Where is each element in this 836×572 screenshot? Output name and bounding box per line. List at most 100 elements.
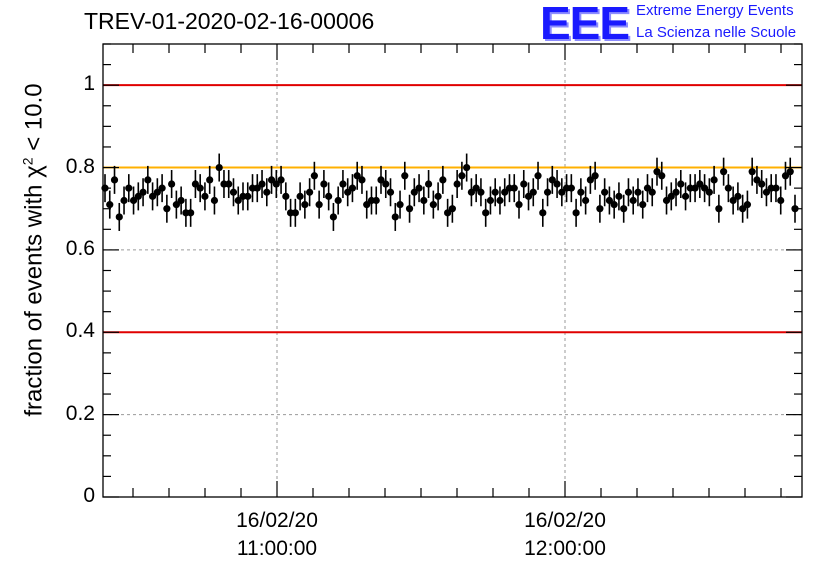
data-point (515, 201, 523, 209)
data-point (524, 192, 533, 200)
data-point (648, 188, 656, 196)
data-point (320, 180, 328, 188)
data-point (610, 201, 618, 209)
data-point (396, 201, 404, 209)
data-point (543, 188, 552, 196)
y-tick-label: 1 (83, 72, 95, 96)
data-point (643, 184, 652, 192)
data-point (129, 196, 138, 205)
logo-line-2: La Scienza nelle Scuole (636, 24, 797, 41)
data-point (144, 176, 152, 184)
data-point (229, 188, 238, 196)
data-point (277, 176, 285, 184)
data-point (501, 188, 509, 196)
data-point (125, 184, 133, 192)
data-point (386, 188, 395, 196)
y-tick-label: 0.6 (65, 236, 95, 260)
data-point (710, 176, 718, 184)
data-point (234, 196, 242, 205)
data-point (467, 188, 476, 196)
data-point (658, 172, 666, 180)
x-tick-date: 16/02/20 (524, 509, 606, 532)
data-point (215, 163, 223, 172)
data-point (496, 196, 504, 205)
data-point (429, 201, 437, 209)
data-point (724, 184, 732, 192)
data-point (296, 192, 304, 200)
data-point (486, 196, 495, 205)
data-point (258, 180, 266, 188)
data-point (439, 176, 447, 184)
y-axis-label-superscript: 2 (19, 157, 36, 166)
data-point (415, 184, 423, 192)
data-point (781, 172, 790, 180)
data-point (748, 168, 756, 176)
data-point (758, 180, 766, 188)
data-point (420, 196, 428, 205)
data-point (620, 205, 628, 213)
data-point (253, 184, 261, 192)
data-point (120, 196, 128, 205)
data-point (301, 201, 309, 209)
data-point (786, 168, 794, 176)
data-point (134, 192, 142, 200)
plot-frame (102, 43, 803, 498)
data-point (696, 180, 704, 188)
data-point (153, 188, 161, 196)
data-point (158, 184, 166, 192)
data-point (448, 205, 456, 213)
data-point (453, 180, 461, 188)
data-point (310, 172, 318, 180)
data-point (196, 184, 204, 192)
y-axis-label-text: fraction of events with χ (20, 165, 48, 417)
data-point (334, 196, 342, 205)
data-point (458, 172, 466, 180)
data-point (582, 196, 590, 205)
data-point (577, 188, 585, 196)
data-point (353, 172, 361, 180)
data-point (282, 192, 290, 200)
data-point (753, 176, 761, 184)
y-axis-label-suffix: < 10.0 (20, 83, 48, 158)
data-point (372, 196, 380, 205)
data-point (377, 176, 385, 184)
data-point (206, 176, 214, 184)
data-point (315, 201, 323, 209)
data-point (225, 180, 233, 188)
logo-line-1: Extreme Energy Events (636, 2, 794, 19)
data-point (477, 188, 485, 196)
y-tick-label: 0.8 (65, 154, 95, 178)
data-point (110, 176, 119, 184)
data-point (677, 180, 685, 188)
data-point (720, 168, 728, 176)
y-tick-label: 0 (83, 484, 95, 507)
data-point (163, 205, 171, 213)
data-point (539, 209, 547, 217)
data-point (491, 188, 499, 196)
data-point (272, 180, 280, 188)
data-point (605, 196, 614, 205)
data-point (348, 184, 357, 192)
data-point (672, 188, 680, 196)
data-point (596, 205, 604, 213)
data-point (244, 192, 252, 200)
data-point (510, 184, 518, 192)
x-tick-time: 12:00:00 (524, 537, 606, 560)
x-tick-label: 16/02/20 12:00:00 (495, 507, 635, 563)
data-point (662, 196, 671, 205)
data-point (325, 192, 333, 200)
eee-logo-mark: EEE (540, 0, 630, 49)
data-point (482, 209, 490, 217)
data-point (191, 180, 200, 188)
data-point (358, 176, 366, 184)
data-point (772, 184, 780, 192)
data-point (410, 188, 418, 196)
data-point (106, 201, 114, 209)
data-point (729, 196, 737, 205)
data-point (629, 196, 637, 205)
data-point (705, 188, 713, 196)
data-point (472, 184, 480, 192)
data-point (363, 201, 371, 209)
data-point (639, 201, 647, 209)
